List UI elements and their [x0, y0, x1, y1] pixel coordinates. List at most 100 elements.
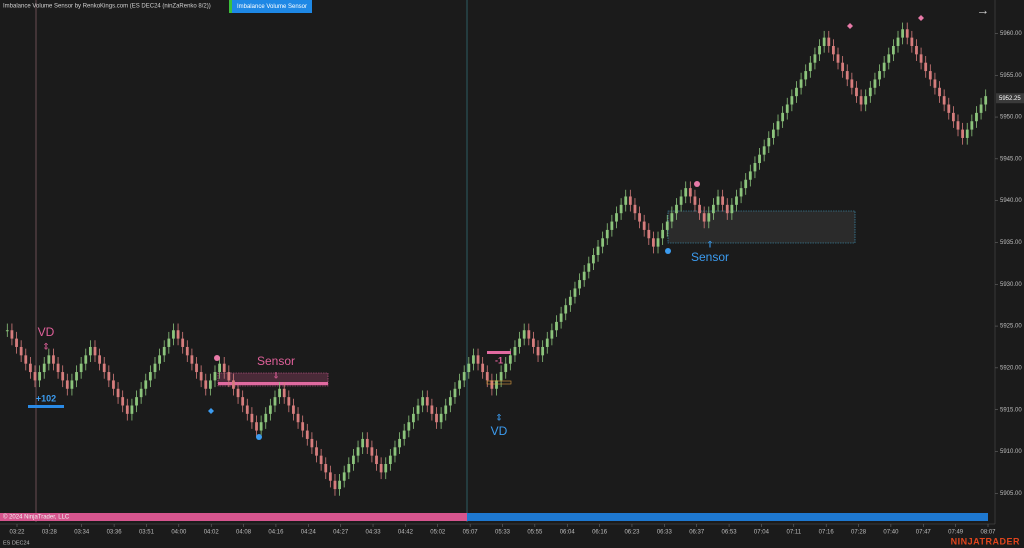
bar [365, 438, 369, 448]
bar [573, 288, 577, 297]
indicator-button[interactable] [232, 0, 312, 13]
arrow-icon: ⇕ [495, 412, 503, 422]
bar [402, 430, 406, 439]
bar [384, 464, 388, 473]
status-bar [467, 513, 988, 521]
marker [214, 355, 220, 361]
bar [324, 464, 328, 473]
bar [158, 355, 162, 364]
y-tick-label: 5960.00 [1000, 31, 1022, 37]
x-tick-label: 03:51 [139, 530, 155, 536]
bar [458, 380, 461, 389]
bar [596, 246, 600, 255]
bar [241, 397, 245, 406]
bar [781, 112, 785, 122]
bar [716, 196, 720, 205]
y-tick-label: 5950.00 [1000, 115, 1022, 121]
x-tick-label: 05:02 [430, 530, 446, 536]
bar [712, 204, 715, 214]
bar [172, 330, 175, 339]
x-tick-label: 04:16 [268, 530, 284, 536]
bar [425, 397, 429, 406]
delta-label: -1 [495, 355, 503, 365]
bar [5, 330, 9, 332]
arrow-icon: ⇕ [42, 341, 50, 351]
bar [799, 79, 803, 88]
bar [264, 413, 268, 423]
bar [467, 363, 471, 373]
bar [748, 171, 752, 180]
vd-label: VD [38, 325, 55, 339]
bar [984, 96, 988, 105]
x-tick-label: 07:04 [754, 530, 770, 536]
bar [162, 346, 166, 356]
bar [956, 121, 960, 130]
x-tick-label: 03:22 [9, 530, 25, 536]
bar [393, 447, 397, 456]
bar [333, 480, 337, 490]
bar [181, 338, 185, 347]
bar [310, 438, 314, 448]
bar [287, 397, 291, 406]
bar [559, 313, 563, 322]
bar [975, 112, 978, 122]
bar [868, 87, 872, 97]
bar [665, 221, 669, 230]
bar [652, 238, 655, 247]
last-price-tag [996, 93, 1024, 104]
sensor-zone-band [218, 382, 328, 385]
x-tick-label: 05:33 [495, 530, 511, 536]
marker [694, 181, 700, 187]
nav-arrow[interactable]: → [977, 2, 990, 17]
bar [153, 363, 157, 373]
bar [582, 271, 586, 281]
bar [638, 213, 641, 222]
x-tick-label: 04:33 [366, 530, 382, 536]
last-price-label: 5952.25 [999, 96, 1021, 102]
bar [536, 346, 540, 356]
y-tick-label: 5925.00 [1000, 324, 1022, 330]
y-tick-label: 5940.00 [1000, 198, 1022, 204]
bar [190, 355, 194, 364]
x-tick-label: 07:11 [787, 530, 802, 536]
diamond-marker [918, 15, 924, 21]
bar [762, 146, 766, 155]
bar [647, 229, 651, 239]
bar [772, 129, 775, 138]
bar [850, 79, 854, 88]
x-tick-label: 07:28 [851, 530, 867, 536]
bar [435, 413, 438, 423]
bar [887, 54, 891, 63]
marker [665, 248, 671, 254]
bar [822, 37, 826, 46]
bar [282, 388, 286, 398]
bar [550, 330, 554, 339]
bar [753, 163, 757, 172]
bar [347, 464, 351, 473]
bar [476, 355, 480, 364]
y-tick-label: 5935.00 [1000, 240, 1022, 246]
bar [878, 71, 881, 80]
bar [24, 355, 28, 364]
chart-title: Imbalance Volume Sensor by RenkoKings.co… [3, 4, 211, 10]
bar [388, 455, 392, 465]
bar [42, 363, 46, 373]
bar [121, 397, 125, 406]
bar [864, 96, 868, 105]
instrument-label: ES DEC24 [3, 540, 30, 546]
y-tick-label: 5955.00 [1000, 73, 1022, 79]
bar [910, 37, 914, 46]
bar [352, 455, 355, 465]
bar [462, 372, 466, 381]
bar [199, 372, 203, 381]
bar [79, 363, 83, 373]
y-tick-label: 5945.00 [1000, 156, 1022, 162]
indicator-button-label[interactable]: Imbalance Volume Sensor [237, 4, 307, 10]
bar [328, 472, 332, 481]
bar [490, 380, 494, 389]
bar [278, 388, 281, 398]
bar [255, 422, 258, 431]
bar [47, 355, 51, 364]
delta-label: +102 [36, 393, 56, 403]
